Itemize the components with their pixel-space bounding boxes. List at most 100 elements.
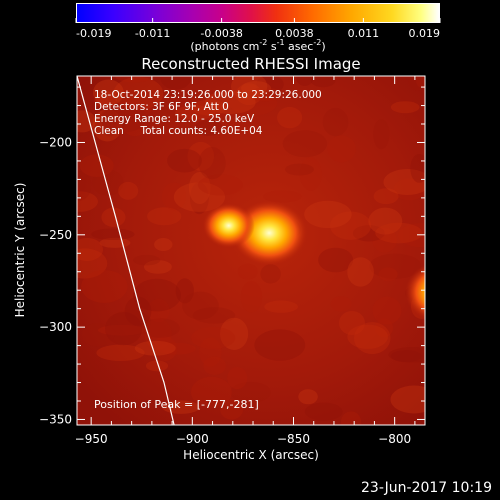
texture-blob (204, 90, 256, 114)
texture-blob (77, 237, 104, 262)
peak-position-label: Position of Peak = [-777,-281] (94, 398, 259, 411)
texture-blob (133, 278, 181, 312)
texture-blob (230, 381, 271, 403)
texture-blob (256, 76, 284, 94)
info-line: Detectors: 3F 6F 9F, Att 0 (94, 101, 229, 113)
texture-blob (91, 228, 135, 241)
texture-blob (304, 402, 343, 421)
texture-blob (162, 400, 200, 414)
texture-blob (174, 105, 216, 120)
texture-blob (192, 307, 236, 324)
texture-blob (353, 322, 391, 355)
colorbar-tick-label: -0.011 (135, 27, 170, 40)
texture-blob (393, 178, 425, 201)
texture-blob (237, 263, 258, 280)
x-tick-label: −850 (277, 432, 310, 446)
plot-frame (76, 75, 426, 426)
colorbar (76, 3, 440, 23)
texture-blob (101, 207, 126, 227)
texture-blob (194, 119, 224, 136)
texture-blob (118, 181, 139, 200)
texture-blob (231, 76, 268, 100)
texture-blob (378, 267, 398, 282)
texture-blob (147, 298, 170, 323)
texture-blob (322, 107, 349, 137)
texture-blob (143, 260, 172, 274)
texture-blob (190, 376, 232, 408)
texture-blob (191, 326, 236, 349)
texture-blob (114, 100, 152, 119)
texture-blob (383, 168, 425, 195)
texture-blob (398, 223, 425, 248)
texture-blob (141, 318, 180, 338)
y-axis-label: Heliocentric Y (arcsec) (13, 183, 27, 318)
colorbar-tick-label: 0.019 (409, 27, 441, 40)
texture-blob (375, 222, 423, 244)
texture-blob (263, 190, 302, 203)
texture-blob (241, 81, 272, 96)
texture-blob (375, 318, 394, 338)
texture-blob (373, 119, 390, 150)
texture-blob (410, 153, 425, 183)
texture-blob (161, 182, 187, 211)
texture-blob (298, 389, 318, 405)
texture-blob (156, 342, 196, 355)
texture-blob (113, 76, 164, 111)
texture-blob (199, 337, 222, 367)
texture-blob (175, 278, 194, 304)
texture-blob (147, 207, 182, 226)
y-tick-label: −200 (39, 135, 72, 149)
x-tick-label: −900 (176, 432, 209, 446)
texture-blob (123, 119, 146, 137)
texture-blob (167, 148, 202, 173)
texture-blob (105, 312, 143, 346)
texture-blob (390, 350, 422, 363)
colorbar-unit-label: (photons cm-2 s-1 asec-2) (190, 38, 325, 53)
y-tick-label: −350 (39, 412, 72, 426)
texture-blob (132, 254, 161, 266)
colorbar-tick-label: 0.011 (348, 27, 380, 40)
texture-blob (197, 174, 244, 196)
info-line: Clean Total counts: 4.60E+04 (94, 125, 263, 137)
texture-blob (81, 270, 128, 303)
texture-blob (296, 76, 314, 86)
image-texture (77, 76, 425, 425)
texture-blob (352, 225, 385, 242)
texture-blob (151, 336, 178, 362)
texture-blob (173, 182, 226, 212)
texture-blob (220, 317, 249, 351)
y-tick-label: −250 (39, 228, 72, 242)
hxr-source-3 (405, 264, 425, 320)
texture-blob (284, 163, 314, 176)
y-tick-label: −300 (39, 320, 72, 334)
texture-blob (77, 248, 108, 279)
texture-blob (368, 207, 403, 235)
texture-blob (100, 102, 147, 133)
texture-blob (189, 182, 209, 215)
texture-blob (390, 101, 420, 114)
texture-blob (339, 310, 365, 336)
texture-blob (92, 109, 123, 142)
texture-blob (101, 108, 118, 137)
texture-blob (282, 130, 328, 158)
texture-blob (318, 247, 354, 273)
texture-blob (191, 99, 227, 116)
texture-blob (248, 87, 282, 102)
texture-blob (198, 147, 226, 180)
texture-blob (187, 141, 215, 171)
hxr-source-2 (202, 203, 255, 248)
texture-blob (347, 257, 374, 287)
texture-blob (134, 340, 176, 356)
texture-blob (115, 76, 154, 83)
texture-blob (92, 79, 124, 106)
info-line: 18-Oct-2014 23:19:26.000 to 23:29:26.000 (94, 89, 322, 101)
info-line: Energy Range: 12.0 - 25.0 keV (94, 113, 255, 125)
solar-limb-line (77, 76, 175, 425)
texture-blob (299, 157, 322, 191)
texture-blob (240, 280, 263, 313)
generation-date: 23-Jun-2017 10:19 (361, 480, 492, 496)
texture-blob (254, 329, 306, 361)
texture-blob (372, 296, 402, 325)
texture-blob (264, 300, 298, 313)
